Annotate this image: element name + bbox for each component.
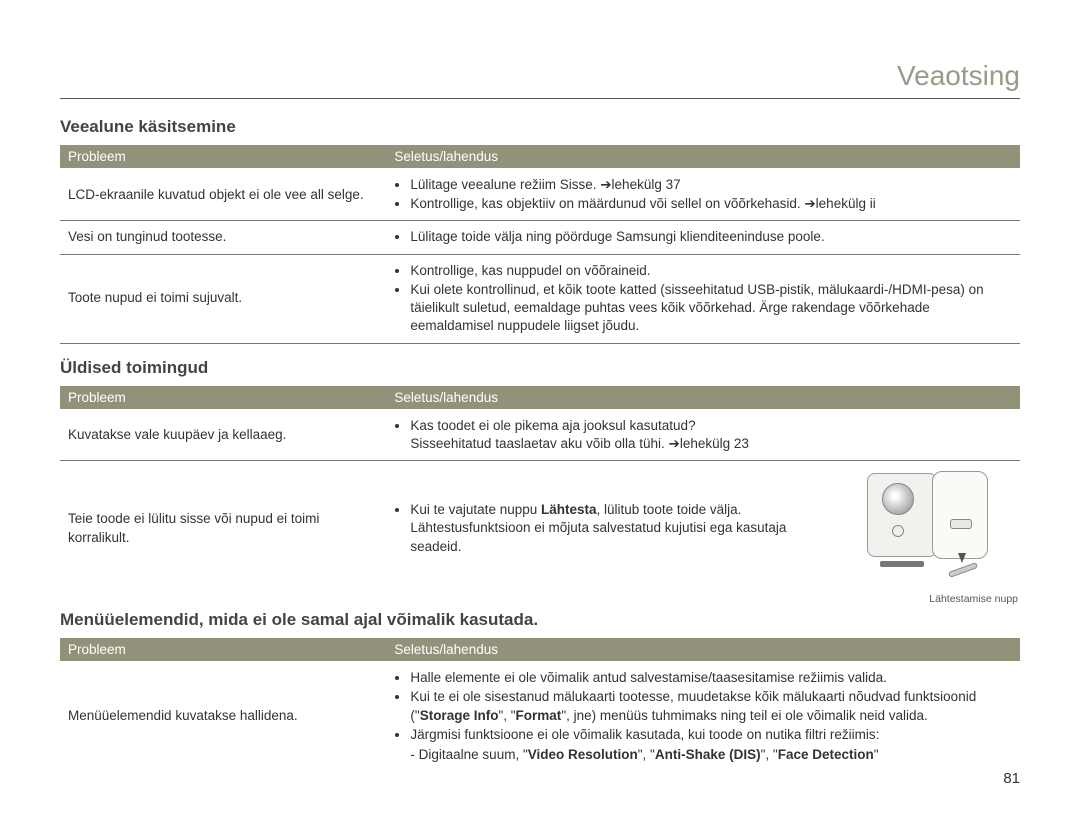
solution-item: Kontrollige, kas nuppudel on võõraineid. [410, 262, 1012, 280]
col-problem: Probleem [60, 638, 386, 662]
table-header-row: Probleem Seletus/lahendus [60, 145, 1020, 169]
page-root: Veaotsing Veealune käsitsemine Probleem … [0, 0, 1080, 827]
problem-cell: Teie toode ei lülitu sisse või nupud ei … [60, 460, 386, 596]
solution-item: Halle elemente ei ole võimalik antud sal… [410, 669, 1012, 687]
solution-cell: Halle elemente ei ole võimalik antud sal… [386, 662, 1020, 771]
col-problem: Probleem [60, 145, 386, 169]
col-solution: Seletus/lahendus [386, 638, 1020, 662]
solution-item: Kontrollige, kas objektiiv on määrdunud … [410, 195, 1012, 213]
table-header-row: Probleem Seletus/lahendus [60, 386, 1020, 410]
page-title: Veaotsing [60, 60, 1020, 92]
solution-cell: Kui te vajutate nuppu Lähtesta, lülitub … [386, 460, 1020, 596]
section-title-menu: Menüüelemendid, mida ei ole samal ajal v… [60, 610, 1020, 630]
solution-item: Kui olete kontrollinud, et kõik toote ka… [410, 281, 1012, 336]
solution-cell: Kontrollige, kas nuppudel on võõraineid.… [386, 254, 1020, 343]
col-solution: Seletus/lahendus [386, 386, 1020, 410]
solution-item: Kui te vajutate nuppu Lähtesta, lülitub … [410, 501, 802, 556]
problem-cell: Vesi on tunginud tootesse. [60, 221, 386, 254]
table-underwater: Probleem Seletus/lahendus LCD-ekraanile … [60, 145, 1020, 344]
table-row: Vesi on tunginud tootesse. Lülitage toid… [60, 221, 1020, 254]
table-header-row: Probleem Seletus/lahendus [60, 638, 1020, 662]
col-solution: Seletus/lahendus [386, 145, 1020, 169]
page-number: 81 [1003, 770, 1020, 787]
solution-item: Järgmisi funktsioone ei ole võimalik kas… [410, 726, 1012, 744]
solution-item: Lülitage veealune režiim Sisse. ➔lehekül… [410, 176, 1012, 194]
section-title-general: Üldised toimingud [60, 358, 1020, 378]
header-rule [60, 98, 1020, 99]
solution-item: Kas toodet ei ole pikema aja jooksul kas… [410, 417, 1012, 453]
problem-cell: LCD-ekraanile kuvatud objekt ei ole vee … [60, 169, 386, 221]
solution-cell: Lülitage veealune režiim Sisse. ➔lehekül… [386, 169, 1020, 221]
table-row: Toote nupud ei toimi sujuvalt. Kontrolli… [60, 254, 1020, 343]
problem-cell: Menüüelemendid kuvatakse hallidena. [60, 662, 386, 771]
col-problem: Probleem [60, 386, 386, 410]
section-title-underwater: Veealune käsitsemine [60, 117, 1020, 137]
table-row: LCD-ekraanile kuvatud objekt ei ole vee … [60, 169, 1020, 221]
table-general: Probleem Seletus/lahendus Kuvatakse vale… [60, 386, 1020, 597]
problem-cell: Toote nupud ei toimi sujuvalt. [60, 254, 386, 343]
solution-item: Lülitage toide välja ning pöörduge Samsu… [410, 228, 1012, 246]
table-row: Menüüelemendid kuvatakse hallidena. Hall… [60, 662, 1020, 771]
problem-cell: Kuvatakse vale kuupäev ja kellaaeg. [60, 409, 386, 460]
table-row: Teie toode ei lülitu sisse või nupud ei … [60, 460, 1020, 596]
figure-caption: Lähtestamise nupp [929, 592, 1018, 606]
reset-button-figure: Lähtestamise nupp [812, 467, 1012, 590]
solution-cell: Kas toodet ei ole pikema aja jooksul kas… [386, 409, 1020, 460]
solution-item: Kui te ei ole sisestanud mälukaarti toot… [410, 688, 1012, 724]
solution-cell: Lülitage toide välja ning pöörduge Samsu… [386, 221, 1020, 254]
table-row: Kuvatakse vale kuupäev ja kellaaeg. Kas … [60, 409, 1020, 460]
solution-sub-item: Digitaalne suum, "Video Resolution", "An… [410, 746, 1012, 764]
table-menu: Probleem Seletus/lahendus Menüüelemendid… [60, 638, 1020, 770]
